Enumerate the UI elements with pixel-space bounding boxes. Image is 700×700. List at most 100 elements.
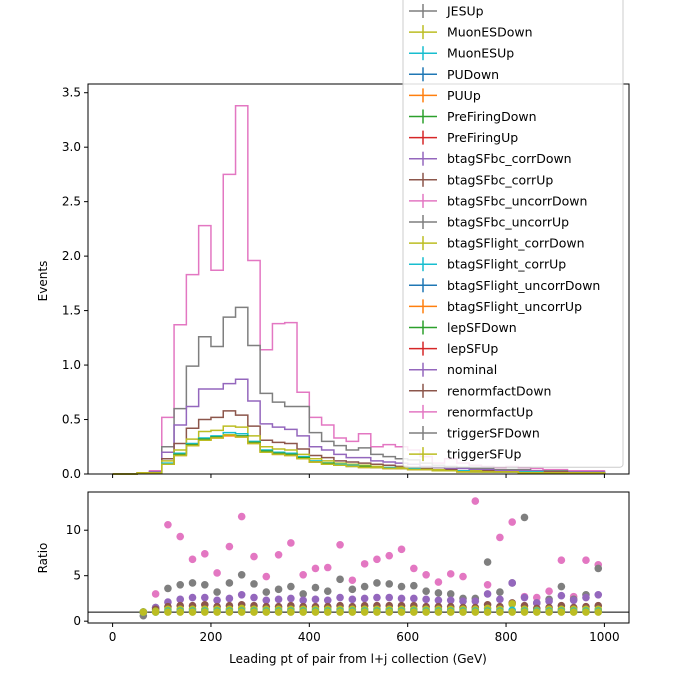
legend-entry-label: renormfactUp bbox=[447, 404, 533, 419]
ratio-point-series-1 bbox=[422, 587, 430, 595]
ratio-point-series-2 bbox=[176, 595, 185, 604]
legend-entry-label: lepSFDown bbox=[447, 320, 517, 335]
legend-entry-label: PreFiringUp bbox=[447, 130, 518, 145]
ratio-point-series-0 bbox=[262, 572, 271, 581]
ratio-point-series-0 bbox=[545, 587, 553, 595]
ratio-point-series-6 bbox=[360, 608, 369, 616]
ratio-point-series-1 bbox=[496, 588, 504, 596]
legend-box bbox=[402, 0, 624, 468]
top-y-tick-label: 3.0 bbox=[62, 140, 81, 154]
ratio-point-series-1 bbox=[594, 564, 603, 573]
legend-entry-label: MuonESUp bbox=[447, 46, 514, 61]
ratio-point-series-2 bbox=[225, 594, 234, 603]
ratio-point-series-1 bbox=[201, 580, 209, 589]
ratio-point-series-2 bbox=[201, 593, 209, 602]
ratio-point-series-0 bbox=[508, 518, 516, 526]
ratio-point-series-6 bbox=[385, 608, 394, 616]
ratio-point-series-0 bbox=[397, 545, 406, 554]
ratio-point-series-0 bbox=[225, 542, 234, 551]
ratio-point-series-1 bbox=[385, 580, 394, 588]
ratio-point-series-1 bbox=[520, 513, 529, 522]
legend-entry-label: lepSFUp bbox=[447, 341, 498, 356]
ratio-point-series-1 bbox=[348, 585, 357, 594]
ratio-point-series-0 bbox=[287, 539, 295, 547]
ratio-point-series-0 bbox=[422, 570, 430, 579]
ratio-point-series-6 bbox=[262, 608, 271, 616]
legend-entry-label: btagSFlight_corrDown bbox=[447, 236, 585, 251]
ratio-point-series-2 bbox=[557, 591, 566, 600]
top-y-tick-label: 3.5 bbox=[62, 86, 81, 100]
ratio-point-series-6 bbox=[496, 608, 504, 616]
ratio-point-series-0 bbox=[299, 570, 307, 579]
ratio-point-series-2 bbox=[545, 597, 553, 605]
ratio-point-series-0 bbox=[201, 550, 209, 558]
ratio-point-series-2 bbox=[373, 593, 381, 602]
ratio-point-series-2 bbox=[287, 594, 295, 603]
ratio-point-series-6 bbox=[569, 608, 578, 616]
ratio-point-series-2 bbox=[323, 596, 332, 605]
ratio-point-series-2 bbox=[188, 593, 197, 602]
ratio-point-series-6 bbox=[164, 608, 172, 616]
ratio-point-series-0 bbox=[532, 593, 541, 602]
ratio-point-series-0 bbox=[410, 564, 418, 573]
top-axes-frame bbox=[87, 83, 630, 475]
ratio-plot: 0 5 10 0 200 400 600 800 1000 bbox=[66, 491, 630, 644]
legend-entry-label: renormfactDown bbox=[447, 383, 551, 398]
ratio-point-series-6 bbox=[446, 608, 455, 616]
ratio-axes-frame bbox=[87, 491, 630, 624]
ratio-y-tick-label: 5 bbox=[73, 569, 81, 583]
top-y-tick-label: 2.0 bbox=[62, 249, 81, 263]
ratio-point-series-0 bbox=[164, 520, 172, 529]
top-y-axis-label: Events bbox=[36, 261, 50, 302]
ratio-point-series-0 bbox=[385, 551, 394, 560]
ratio-point-series-6 bbox=[545, 608, 553, 616]
ratio-point-series-1 bbox=[225, 579, 234, 587]
ratio-point-series-6 bbox=[582, 608, 590, 616]
ratio-point-series-6 bbox=[373, 608, 381, 616]
ratio-point-series-2 bbox=[520, 593, 529, 602]
ratio-y-tick-label: 10 bbox=[66, 523, 81, 537]
ratio-point-series-6 bbox=[410, 608, 418, 616]
x-tick-label: 200 bbox=[200, 630, 223, 644]
ratio-point-series-6 bbox=[323, 608, 332, 616]
ratio-point-series-2 bbox=[434, 596, 443, 605]
ratio-point-series-2 bbox=[397, 594, 406, 603]
ratio-point-series-1 bbox=[323, 587, 332, 595]
legend-entry-label: btagSFlight_uncorrUp bbox=[447, 299, 582, 314]
ratio-point-series-2 bbox=[348, 595, 357, 604]
ratio-point-series-0 bbox=[176, 532, 185, 541]
ratio-point-series-6 bbox=[188, 608, 197, 616]
ratio-point-series-6 bbox=[434, 608, 443, 616]
ratio-point-series-2 bbox=[594, 590, 603, 599]
ratio-point-series-6 bbox=[213, 608, 221, 616]
ratio-point-series-2 bbox=[459, 597, 467, 605]
ratio-point-series-6 bbox=[274, 608, 283, 616]
ratio-point-series-2 bbox=[483, 590, 492, 598]
ratio-point-series-2 bbox=[237, 590, 246, 599]
ratio-point-series-6 bbox=[520, 608, 529, 616]
ratio-point-series-0 bbox=[446, 570, 455, 578]
ratio-point-series-6 bbox=[594, 608, 603, 616]
ratio-point-series-2 bbox=[213, 596, 221, 605]
ratio-point-series-2 bbox=[532, 599, 541, 607]
x-axis-label: Leading pt of pair from l+j collection (… bbox=[229, 652, 487, 666]
ratio-point-series-6 bbox=[397, 608, 406, 616]
x-tick-label: 400 bbox=[298, 630, 321, 644]
ratio-point-series-0 bbox=[237, 512, 246, 521]
top-y-tick-label: 0.5 bbox=[62, 413, 81, 427]
ratio-point-series-2 bbox=[422, 595, 430, 604]
ratio-point-series-6 bbox=[201, 608, 209, 616]
legend-entry-label: btagSFlight_corrUp bbox=[447, 257, 566, 272]
legend-entry-label: btagSFlight_uncorrDown bbox=[447, 278, 600, 293]
ratio-point-series-2 bbox=[336, 593, 344, 602]
ratio-point-series-1 bbox=[262, 588, 271, 596]
ratio-point-series-6 bbox=[471, 608, 480, 616]
ratio-point-series-0 bbox=[151, 590, 160, 598]
ratio-point-series-1 bbox=[299, 590, 307, 598]
ratio-point-series-6 bbox=[176, 608, 185, 616]
ratio-point-series-1 bbox=[237, 570, 246, 579]
ratio-point-series-1 bbox=[373, 579, 381, 587]
ratio-point-series-1 bbox=[311, 583, 320, 592]
ratio-point-series-2 bbox=[360, 594, 369, 603]
